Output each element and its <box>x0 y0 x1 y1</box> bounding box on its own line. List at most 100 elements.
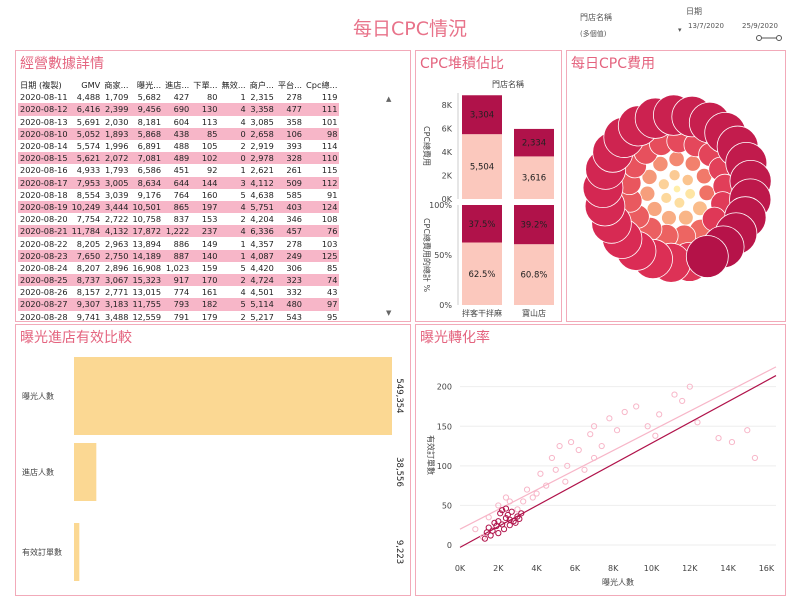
table-row[interactable]: 2020-08-19 10,249 3,444 10,501 865 197 4 5,751 4… <box>18 200 340 214</box>
dashboard-title: 每日CPC情況 <box>353 18 467 40</box>
value-cell: 5 <box>219 298 248 311</box>
conversion-panel: 曝光轉化率 0 50 100 150 200 0K 2K 4K 6K 8K 10K 12K 14K 16K… <box>415 324 786 596</box>
table-row[interactable]: 2020-08-17 7,953 3,005 8,634 644 144 3 4,112 509… <box>18 176 340 189</box>
table-row[interactable]: 2020-08-11 4,488 1,709 5,682 427 80 1 2,315 278 1… <box>18 91 339 103</box>
value-cell: 2 <box>240 141 246 152</box>
value-cell: 403 <box>275 200 305 214</box>
scatter-point <box>537 470 544 477</box>
data-table: 日期 (複製) GMV 商家... 曝光... 進店... 下單... 無效... 商户...… <box>18 79 340 323</box>
table-row[interactable]: 2020-08-18 8,554 3,039 9,176 764 160 5 4,638 585… <box>18 189 339 201</box>
table-row[interactable]: 2020-08-10 5,052 1,893 5,868 438 85 0 2,658 106 9… <box>18 127 340 140</box>
scatter-point <box>564 462 571 469</box>
table-row[interactable]: 2020-08-22 8,205 2,963 13,894 886 149 1 4,357 27… <box>18 237 339 249</box>
date-cell: 2020-08-25 <box>18 274 70 287</box>
table-row[interactable]: 2020-08-26 8,157 2,771 13,015 774 161 4 4,501 33… <box>18 286 339 298</box>
scroll-up-icon[interactable]: ▲ <box>386 95 392 103</box>
value-cell: 793 <box>163 298 192 311</box>
column-header[interactable]: 無效... <box>221 80 246 91</box>
category-label: 寶山店 <box>522 308 546 318</box>
table-row[interactable]: 2020-08-21 11,784 4,132 17,872 1,222 237 4 6,33… <box>18 225 340 238</box>
horizontal-bar-chart: 曝光人數 549,354 進店人數 38,556 有效訂單數 9,223 <box>22 357 404 581</box>
value-cell: 249 <box>275 249 305 262</box>
value-cell: 11,784 <box>69 225 103 238</box>
value-cell: 346 <box>286 214 303 225</box>
table-row[interactable]: 2020-08-13 5,691 2,030 8,181 604 113 4 3,085 358… <box>18 116 339 128</box>
value-cell: 2,072 <box>102 152 131 165</box>
scatter-point <box>606 415 613 422</box>
top-ylabel: CPC總費用 <box>422 126 432 166</box>
column-header[interactable]: 下單... <box>193 80 218 91</box>
value-cell: 74 <box>304 274 340 287</box>
table-row[interactable]: 2020-08-15 5,621 2,072 7,081 489 102 0 2,978 328… <box>18 152 340 165</box>
value-cell: 80 <box>207 92 218 103</box>
value-cell: 13,015 <box>132 287 162 298</box>
store-filter-value[interactable]: (多個值) <box>580 30 607 38</box>
table-row[interactable]: 2020-08-12 6,416 2,399 9,456 690 130 4 3,358 477… <box>18 103 340 116</box>
column-header[interactable]: 曝光... <box>136 80 162 91</box>
trendline <box>459 366 777 530</box>
table-row[interactable]: 2020-08-14 5,574 1,996 6,891 488 105 2 2,919 393… <box>18 140 339 152</box>
column-header[interactable]: 商家... <box>104 80 129 91</box>
table-row[interactable]: 2020-08-24 8,207 2,896 16,908 1,023 159 5 4,420… <box>18 262 339 274</box>
bubble <box>672 184 682 194</box>
store-filter[interactable]: 門店名稱 (多個值) ▾ <box>580 12 688 42</box>
date-range-slider[interactable] <box>756 34 782 42</box>
value-cell: 125 <box>304 249 340 262</box>
chevron-down-icon[interactable]: ▾ <box>678 26 682 34</box>
column-header[interactable]: 商户... <box>249 80 274 91</box>
value-cell: 2,315 <box>250 92 274 103</box>
data-label: 38,556 <box>394 457 404 487</box>
data-label: 549,354 <box>394 378 404 413</box>
scatter-point <box>686 383 693 390</box>
value-cell: 110 <box>304 152 340 165</box>
cpc-bubble-panel: 每日CPC費用 <box>566 50 786 322</box>
scroll-down-icon[interactable]: ▼ <box>386 309 392 317</box>
scatter-point <box>506 522 513 529</box>
table-row[interactable]: 2020-08-27 9,307 3,183 11,755 793 182 5 5,114 48… <box>18 298 340 311</box>
xtick-label: 6K <box>570 564 581 573</box>
value-cell: 2,621 <box>250 165 274 176</box>
slider-handle-start[interactable] <box>756 35 762 41</box>
date-filter[interactable]: 日期 13/7/2020 25/9/2020 <box>686 6 786 46</box>
column-header[interactable]: GMV <box>81 80 101 91</box>
slider-handle-end[interactable] <box>776 35 782 41</box>
column-header[interactable]: 日期 (複製) <box>20 80 62 91</box>
scatter-point <box>543 482 550 489</box>
value-cell: 4 <box>240 287 246 298</box>
date-end: 25/9/2020 <box>742 22 778 30</box>
value-cell: 917 <box>163 274 192 287</box>
ytick-label: 200 <box>437 383 452 392</box>
value-cell: 15,323 <box>130 274 164 287</box>
table-row[interactable]: 2020-08-20 7,754 2,722 10,758 837 153 2 4,204 34… <box>18 213 339 225</box>
column-header[interactable]: Cpc總... <box>306 80 338 91</box>
bubble <box>646 201 663 217</box>
legend-title: 門店名稱 <box>492 79 524 89</box>
scatter-point <box>715 435 722 442</box>
value-cell: 2,750 <box>102 249 131 262</box>
bubble <box>678 209 694 226</box>
top-bar-segment <box>514 128 554 157</box>
value-cell: 1 <box>219 249 248 262</box>
scatter-point <box>575 446 582 454</box>
column-header[interactable]: 平台... <box>277 80 303 91</box>
value-cell: 2,771 <box>104 287 129 298</box>
hbar <box>74 443 97 501</box>
value-cell: 2,896 <box>104 262 129 273</box>
column-header[interactable]: 進店... <box>165 80 190 91</box>
table-row[interactable]: 2020-08-28 9,741 3,488 12,559 791 179 2 5,217 54… <box>18 311 339 323</box>
value-cell: 5,868 <box>130 127 164 140</box>
value-cell: 4,112 <box>247 176 276 189</box>
value-cell: 5,052 <box>69 127 103 140</box>
top-ytick: 6K <box>442 124 453 133</box>
table-row[interactable]: 2020-08-16 4,933 1,793 6,586 451 92 1 2,621 261 1… <box>18 164 339 176</box>
value-cell: 1 <box>240 238 246 249</box>
value-cell: 160 <box>201 189 218 200</box>
table-row[interactable]: 2020-08-23 7,650 2,750 14,189 887 140 1 4,087 24… <box>18 249 340 262</box>
scatter-point <box>502 494 510 501</box>
stacked-bar-chart: 門店名稱 0K 2K 4K 6K 8K CPC總費用 5,504 3,304 3,616 2,334… <box>422 79 554 318</box>
scatter-point <box>502 514 510 522</box>
value-cell: 182 <box>191 298 220 311</box>
scatter-point <box>518 510 525 517</box>
scatter-point <box>598 442 605 450</box>
table-row[interactable]: 2020-08-25 8,737 3,067 15,323 917 170 2 4,724 32… <box>18 274 340 287</box>
